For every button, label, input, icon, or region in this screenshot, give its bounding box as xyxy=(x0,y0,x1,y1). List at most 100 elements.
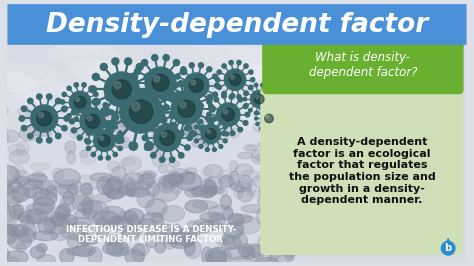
Ellipse shape xyxy=(203,93,240,112)
Circle shape xyxy=(168,126,174,132)
Circle shape xyxy=(199,119,203,123)
Ellipse shape xyxy=(90,173,113,181)
Ellipse shape xyxy=(0,72,34,91)
Ellipse shape xyxy=(143,171,155,180)
Ellipse shape xyxy=(70,127,79,138)
Ellipse shape xyxy=(160,229,179,244)
Ellipse shape xyxy=(185,168,197,174)
Ellipse shape xyxy=(37,255,55,266)
Ellipse shape xyxy=(192,201,218,209)
Circle shape xyxy=(145,126,150,131)
Ellipse shape xyxy=(26,209,48,224)
Ellipse shape xyxy=(200,212,224,221)
Circle shape xyxy=(248,86,252,90)
Ellipse shape xyxy=(45,212,64,227)
Ellipse shape xyxy=(227,40,282,59)
Ellipse shape xyxy=(0,173,4,182)
Circle shape xyxy=(261,111,264,115)
Ellipse shape xyxy=(185,117,205,130)
Ellipse shape xyxy=(276,244,286,253)
Ellipse shape xyxy=(33,190,57,206)
Circle shape xyxy=(225,132,229,136)
Ellipse shape xyxy=(136,180,151,191)
Circle shape xyxy=(255,111,258,115)
Circle shape xyxy=(69,91,91,113)
Ellipse shape xyxy=(35,180,61,190)
Circle shape xyxy=(69,119,74,124)
Ellipse shape xyxy=(268,121,278,132)
Ellipse shape xyxy=(153,152,162,167)
Circle shape xyxy=(279,122,282,126)
Ellipse shape xyxy=(208,206,233,220)
Circle shape xyxy=(205,117,209,120)
Ellipse shape xyxy=(162,64,208,83)
Ellipse shape xyxy=(31,163,50,170)
Circle shape xyxy=(229,60,233,65)
Circle shape xyxy=(169,123,177,131)
Ellipse shape xyxy=(44,124,53,130)
Ellipse shape xyxy=(38,217,55,234)
Circle shape xyxy=(159,80,167,89)
Ellipse shape xyxy=(26,80,70,99)
Circle shape xyxy=(103,103,108,108)
Circle shape xyxy=(112,58,119,65)
Circle shape xyxy=(154,124,181,151)
Ellipse shape xyxy=(186,124,207,139)
Text: What is density-
dependent factor?: What is density- dependent factor? xyxy=(309,51,417,79)
Ellipse shape xyxy=(66,218,92,227)
Ellipse shape xyxy=(269,252,294,263)
Ellipse shape xyxy=(76,111,92,119)
Ellipse shape xyxy=(140,107,160,116)
Ellipse shape xyxy=(147,182,159,197)
Circle shape xyxy=(215,83,219,88)
Ellipse shape xyxy=(193,219,215,233)
Circle shape xyxy=(171,93,202,124)
Ellipse shape xyxy=(269,243,283,258)
Circle shape xyxy=(106,156,110,160)
Circle shape xyxy=(264,129,268,132)
Ellipse shape xyxy=(55,185,68,194)
Circle shape xyxy=(261,111,277,126)
Ellipse shape xyxy=(197,63,266,83)
Ellipse shape xyxy=(63,191,74,205)
Circle shape xyxy=(118,131,122,135)
Circle shape xyxy=(212,117,216,120)
Ellipse shape xyxy=(236,164,253,176)
Ellipse shape xyxy=(190,188,207,196)
Ellipse shape xyxy=(164,174,185,183)
Circle shape xyxy=(77,135,82,140)
Circle shape xyxy=(215,78,219,82)
Ellipse shape xyxy=(126,178,135,197)
Ellipse shape xyxy=(59,185,77,199)
Ellipse shape xyxy=(252,149,267,164)
Ellipse shape xyxy=(277,171,294,186)
Circle shape xyxy=(158,106,164,112)
Circle shape xyxy=(251,90,268,108)
Ellipse shape xyxy=(253,121,269,132)
Ellipse shape xyxy=(81,149,96,165)
Ellipse shape xyxy=(257,195,283,206)
Ellipse shape xyxy=(221,68,283,87)
Ellipse shape xyxy=(229,171,239,189)
Ellipse shape xyxy=(236,185,245,192)
Circle shape xyxy=(89,114,93,118)
Ellipse shape xyxy=(14,170,28,181)
Circle shape xyxy=(175,92,180,97)
Circle shape xyxy=(238,97,243,102)
Ellipse shape xyxy=(3,192,24,203)
Ellipse shape xyxy=(115,60,182,80)
Circle shape xyxy=(189,81,195,87)
Circle shape xyxy=(89,86,93,90)
Circle shape xyxy=(120,139,124,143)
Circle shape xyxy=(86,131,91,135)
Ellipse shape xyxy=(109,176,123,191)
Ellipse shape xyxy=(247,90,277,109)
Ellipse shape xyxy=(58,203,70,220)
Circle shape xyxy=(249,70,253,74)
Circle shape xyxy=(230,75,235,79)
Circle shape xyxy=(67,86,71,90)
Ellipse shape xyxy=(94,194,113,202)
Circle shape xyxy=(230,94,235,98)
Ellipse shape xyxy=(123,184,143,195)
Circle shape xyxy=(248,109,252,112)
